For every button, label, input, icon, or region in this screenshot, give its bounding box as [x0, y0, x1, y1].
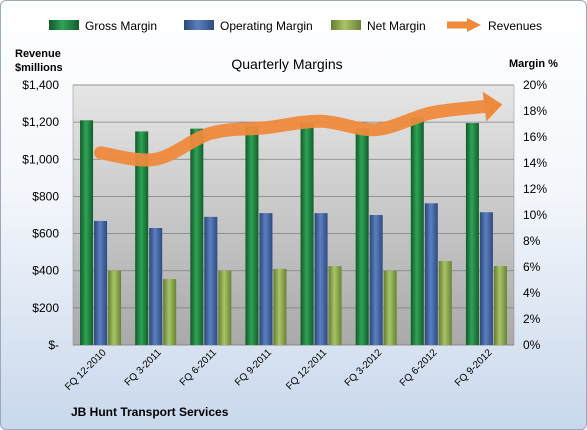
bar-gross-margin [410, 117, 424, 345]
right-tick-label: 12% [523, 182, 547, 196]
legend: Gross Margin Operating Margin Net Margin… [49, 18, 542, 33]
bar-gross-margin [465, 123, 479, 345]
bar-operating-margin [204, 216, 218, 345]
bar-net-margin [108, 270, 122, 345]
right-tick-label: 16% [523, 130, 547, 144]
legend-label-net-margin: Net Margin [367, 19, 426, 33]
left-tick-label: $1,200 [22, 115, 59, 129]
revenues-line [94, 91, 503, 167]
x-tick-label: FQ 12-2010 [63, 347, 109, 393]
bar-operating-margin [259, 213, 273, 345]
right-tick-label: 4% [523, 286, 541, 300]
right-axis-title: Margin % [509, 58, 558, 70]
x-tick-label: FQ 6-2011 [178, 347, 219, 388]
x-tick-label: FQ 9-2011 [233, 347, 274, 388]
x-tick-label: FQ 3-2011 [123, 347, 164, 388]
left-tick-label: $600 [32, 227, 59, 241]
bar-operating-margin [369, 215, 383, 345]
bar-net-margin [493, 266, 507, 345]
right-tick-label: 8% [523, 234, 541, 248]
bar-operating-margin [424, 203, 438, 345]
left-tick-label: $1,000 [22, 152, 59, 166]
bar-net-margin [273, 268, 287, 345]
bar-net-margin [218, 270, 232, 345]
right-tick-label: 0% [523, 338, 541, 352]
bar-operating-margin [149, 228, 163, 345]
bars [80, 117, 507, 346]
bar-gross-margin [300, 123, 314, 345]
bar-net-margin [328, 266, 342, 345]
bar-operating-margin [94, 220, 108, 345]
x-tick-label: FQ 3-2012 [343, 347, 385, 389]
revenues-arrowhead [482, 91, 503, 122]
legend-label-gross-margin: Gross Margin [85, 19, 157, 33]
revenues-line-path [94, 99, 493, 167]
legend-swatch-revenues [447, 18, 481, 32]
legend-swatch-gross-margin [49, 20, 79, 30]
right-tick-label: 10% [523, 208, 547, 222]
bar-gross-margin [80, 120, 94, 346]
left-axis-title-line1: Revenue [15, 48, 61, 60]
bar-operating-margin [314, 213, 328, 345]
legend-label-revenues: Revenues [488, 19, 542, 33]
x-axis: FQ 12-2010 FQ 3-2011 FQ 6-2011 FQ 9-2011 FQ … [63, 347, 495, 393]
x-tick-label: FQ 12-2011 [284, 347, 329, 392]
left-tick-label: $200 [32, 301, 59, 315]
legend-swatch-net-margin [331, 20, 361, 30]
left-axis: $- $200 $400 $600 $800 $1,000 $1,200 $1,400 [22, 78, 59, 352]
bar-gross-margin [190, 128, 204, 345]
x-tick-label: FQ 6-2012 [398, 347, 440, 389]
right-tick-label: 18% [523, 104, 547, 118]
left-tick-label: $1,400 [22, 78, 59, 92]
right-axis: 0% 2% 4% 6% 8% 10% 12% 14% 16% 18% 20% [523, 78, 547, 352]
left-tick-label: $400 [32, 264, 59, 278]
left-tick-label: $800 [32, 189, 59, 203]
right-tick-label: 6% [523, 260, 541, 274]
right-tick-label: 14% [523, 156, 547, 170]
chart-footer: JB Hunt Transport Services [71, 405, 229, 419]
bar-net-margin [383, 270, 397, 345]
bar-net-margin [438, 261, 452, 345]
left-tick-label: $- [48, 338, 59, 352]
bar-gross-margin [355, 128, 369, 345]
legend-label-operating-margin: Operating Margin [220, 19, 313, 33]
left-axis-title-line2: $millions [15, 62, 63, 74]
bar-gross-margin [135, 131, 149, 345]
legend-swatch-operating-margin [184, 20, 214, 30]
right-tick-label: 2% [523, 312, 541, 326]
bar-net-margin [163, 279, 177, 345]
bar-gross-margin [245, 126, 259, 346]
chart-title: Quarterly Margins [231, 56, 342, 72]
x-tick-label: FQ 9-2012 [453, 347, 495, 389]
bar-operating-margin [479, 212, 493, 345]
right-tick-label: 20% [523, 78, 547, 92]
